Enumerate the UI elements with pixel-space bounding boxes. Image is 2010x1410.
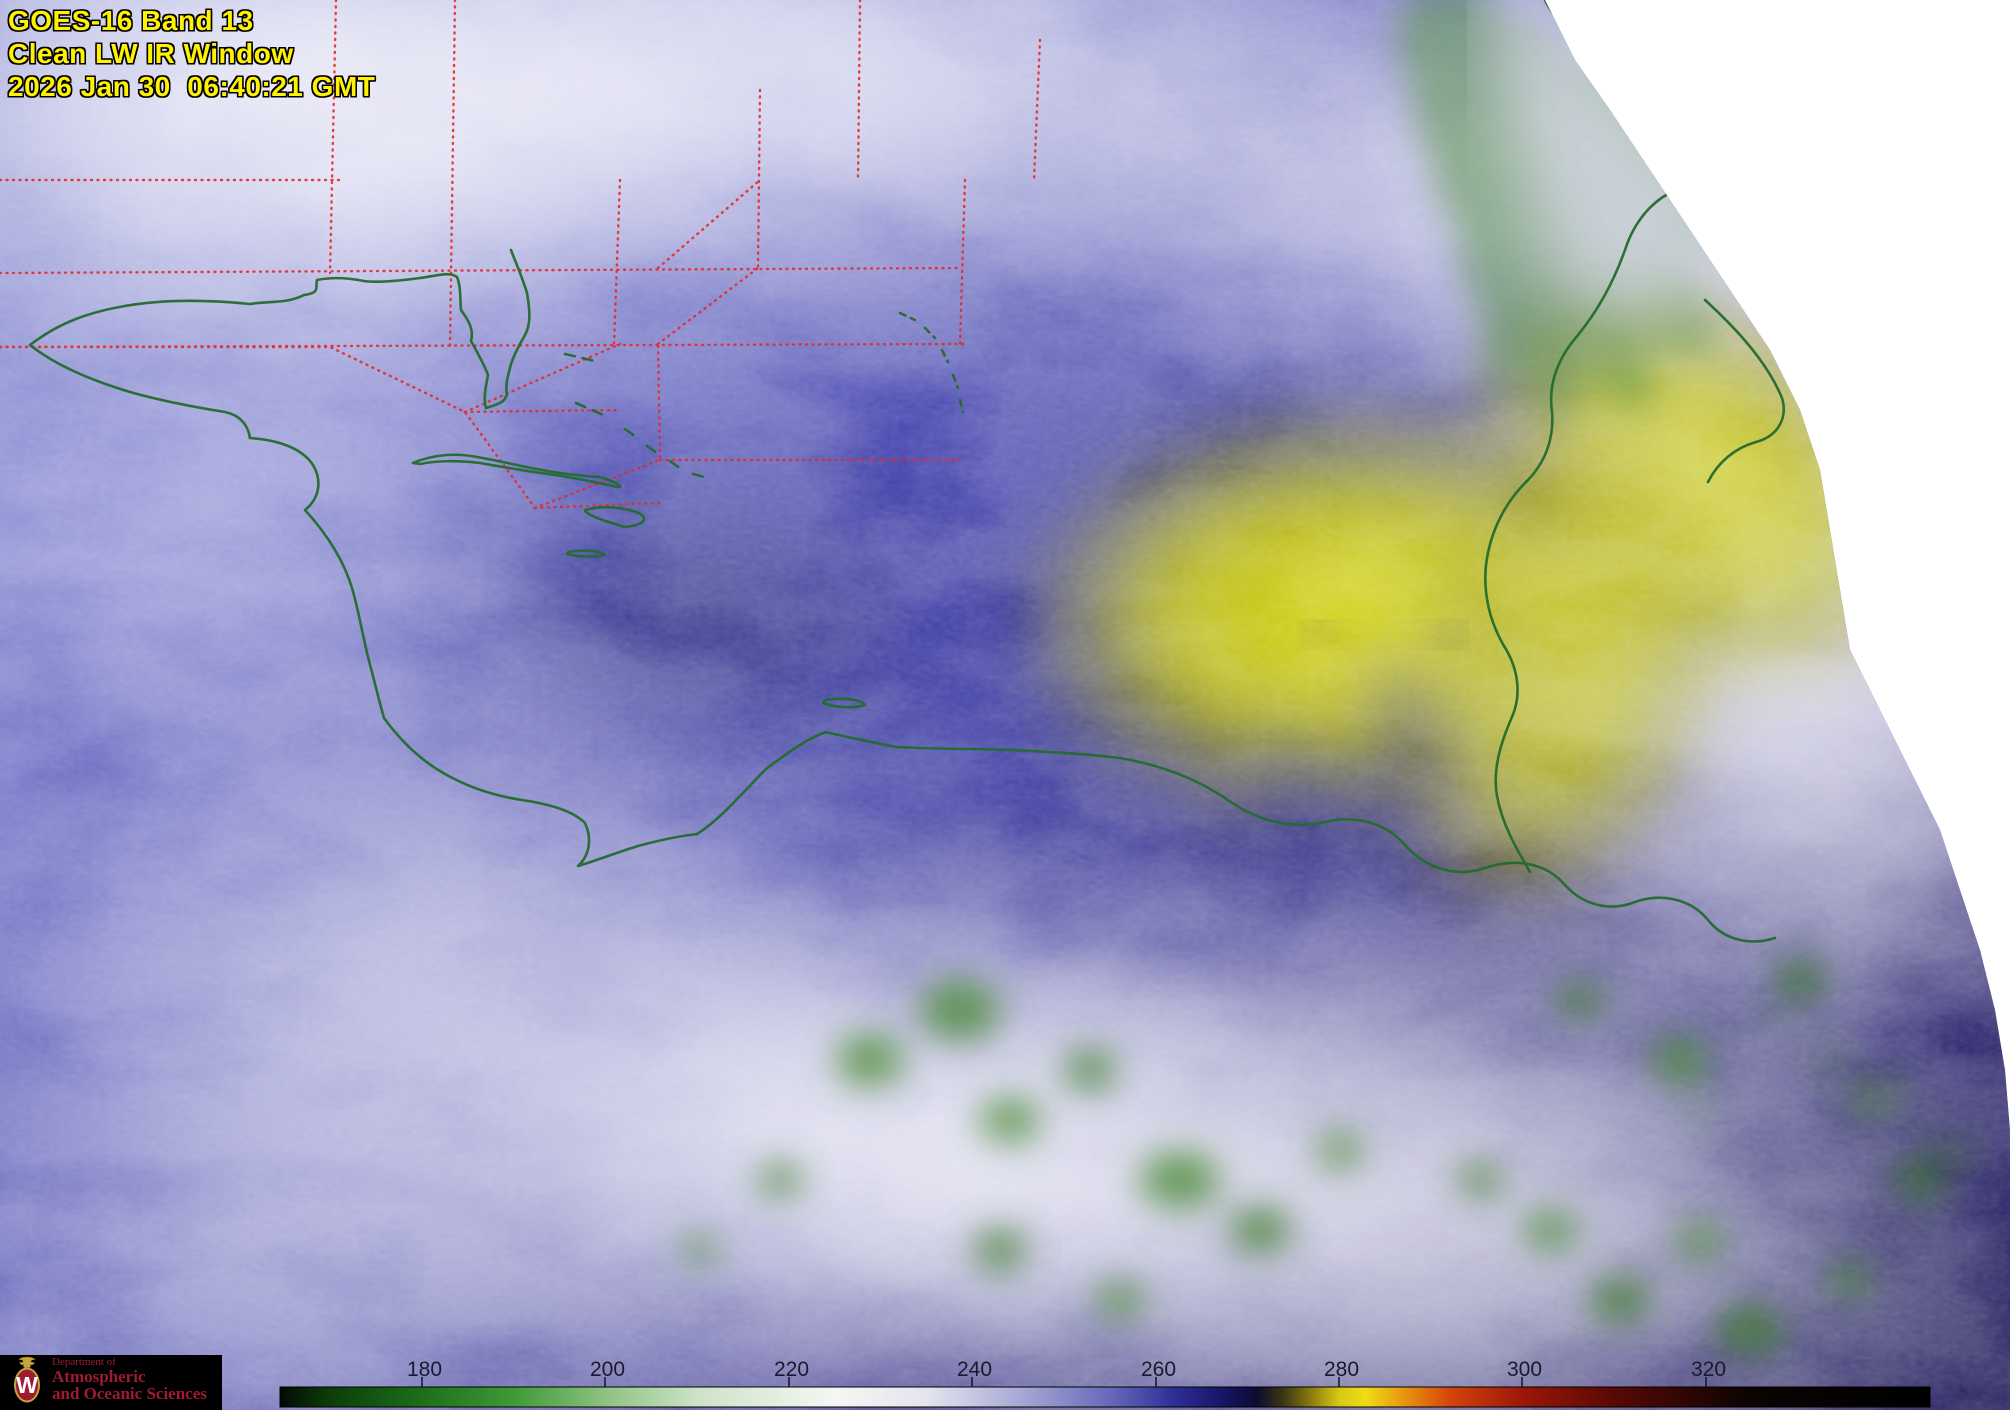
svg-text:W: W [16, 1372, 38, 1398]
